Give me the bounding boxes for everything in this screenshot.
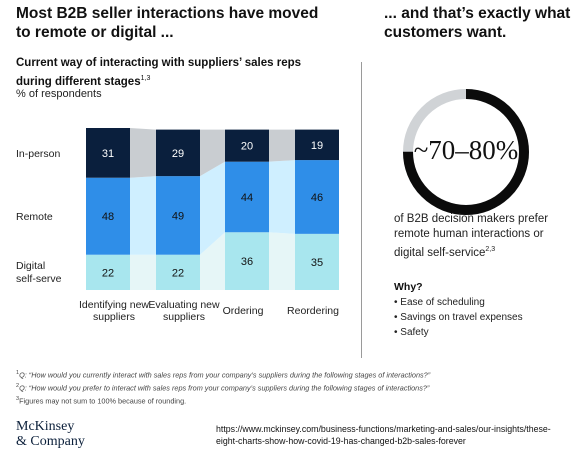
why-item: • Safety: [394, 327, 429, 338]
logo-line-2: & Company: [16, 434, 85, 449]
connector-band-remote: [269, 160, 295, 234]
ring-value: ~70–80%: [413, 135, 519, 165]
data-label: 46: [311, 192, 323, 204]
connector-band-digital-self-serve: [269, 232, 295, 290]
chart-title: Current way of interacting with supplier…: [16, 56, 336, 90]
source-url-line-2[interactable]: eight-charts-show-how-covid-19-has-chang…: [216, 436, 466, 446]
ring-gauge: [403, 89, 529, 215]
why-item-text: Ease of scheduling: [400, 297, 485, 308]
row-label-digital-self-serve: Digital self-serve: [16, 260, 62, 285]
ring-arc: [403, 89, 529, 215]
footnote-text: Q: “How would you currently interact wit…: [19, 370, 431, 380]
connector-band-in-person: [130, 128, 156, 178]
data-label: 19: [311, 140, 323, 152]
connector-band-remote: [130, 176, 156, 255]
left-title: Most B2B seller interactions have moved …: [16, 5, 319, 41]
why-item-text: Savings on travel expenses: [400, 312, 523, 323]
footnote-marker: 1: [16, 370, 20, 376]
bars: 22 48 31 22 49 29 36 44 20 35 46 19: [86, 128, 339, 290]
source-url[interactable]: https://www.mckinsey.com/business-functi…: [216, 423, 576, 447]
data-label: 36: [241, 256, 253, 268]
footnote-marker: 2: [16, 383, 20, 389]
bar-segment-digital-self-serve: [225, 232, 269, 290]
data-label: 35: [311, 257, 323, 269]
category-label: Evaluating new suppliers: [148, 299, 220, 323]
footnote-marker: 3: [16, 396, 20, 402]
chart-title-text: Current way of interacting with supplier…: [16, 57, 302, 88]
footnote-text: Figures may not sum to 100% because of r…: [19, 396, 187, 406]
logo-line-1: McKinsey: [16, 419, 75, 434]
connector-band-remote: [200, 161, 225, 255]
connector-band-in-person: [200, 129, 225, 177]
bar-segment-remote: [295, 160, 339, 234]
category-label: Identifying new suppliers: [78, 299, 150, 323]
bar-segment-remote: [86, 177, 130, 255]
footnote-2: 2Q: “How would you prefer to interact wi…: [16, 381, 429, 393]
stat-text: of B2B decision makers prefer remote hum…: [394, 212, 569, 261]
bar-segment-remote: [156, 176, 200, 255]
data-label: 20: [241, 141, 253, 153]
category-label: Ordering: [222, 305, 264, 317]
mckinsey-logo: McKinsey & Company: [16, 419, 85, 449]
bar-segment-in-person: [86, 128, 130, 178]
data-label: 22: [172, 267, 184, 279]
connector-band-digital-self-serve: [130, 254, 156, 290]
data-label: 22: [102, 267, 114, 279]
chart-unit: % of respondents: [16, 88, 102, 100]
bar-segment-digital-self-serve: [156, 254, 200, 290]
chart-title-footnote: 1,3: [140, 75, 151, 82]
footnote-text: Q: “How would you prefer to interact wit…: [19, 383, 430, 393]
footnote-3: 3Figures may not sum to 100% because of …: [16, 394, 186, 406]
connector-band-digital-self-serve: [200, 232, 225, 290]
data-label: 31: [102, 148, 114, 160]
connector-bands: [130, 128, 295, 290]
bar-segment-digital-self-serve: [86, 254, 130, 290]
stat-footnote: 2,3: [485, 246, 496, 253]
stacked-bar-chart: 22 48 31 22 49 29 36 44 20 35 46 19: [86, 128, 339, 290]
footnote-1: 1Q: “How would you currently interact wi…: [16, 368, 430, 380]
data-label: 29: [172, 148, 184, 160]
bar-segment-in-person: [225, 129, 269, 162]
source-url-line-1[interactable]: https://www.mckinsey.com/business-functi…: [216, 424, 551, 434]
stat-text-body: of B2B decision makers prefer remote hum…: [394, 213, 549, 259]
section-divider: [361, 62, 362, 358]
why-item: • Ease of scheduling: [394, 297, 485, 308]
why-item-text: Safety: [400, 327, 429, 338]
bar-segment-remote: [225, 161, 269, 233]
why-label: Why?: [394, 281, 423, 293]
bar-segment-in-person: [295, 129, 339, 161]
row-label-remote: Remote: [16, 211, 53, 223]
bar-segment-in-person: [156, 129, 200, 177]
data-label: 49: [172, 210, 184, 222]
category-label: Reordering: [287, 305, 339, 317]
right-title: ... and that’s exactly what customers wa…: [384, 5, 571, 41]
row-label-in-person: In-person: [16, 148, 61, 160]
connector-band-in-person: [269, 129, 295, 162]
data-label: 44: [241, 192, 253, 204]
bar-segment-digital-self-serve: [295, 233, 339, 290]
data-label: 48: [102, 211, 114, 223]
why-item: • Savings on travel expenses: [394, 312, 523, 323]
